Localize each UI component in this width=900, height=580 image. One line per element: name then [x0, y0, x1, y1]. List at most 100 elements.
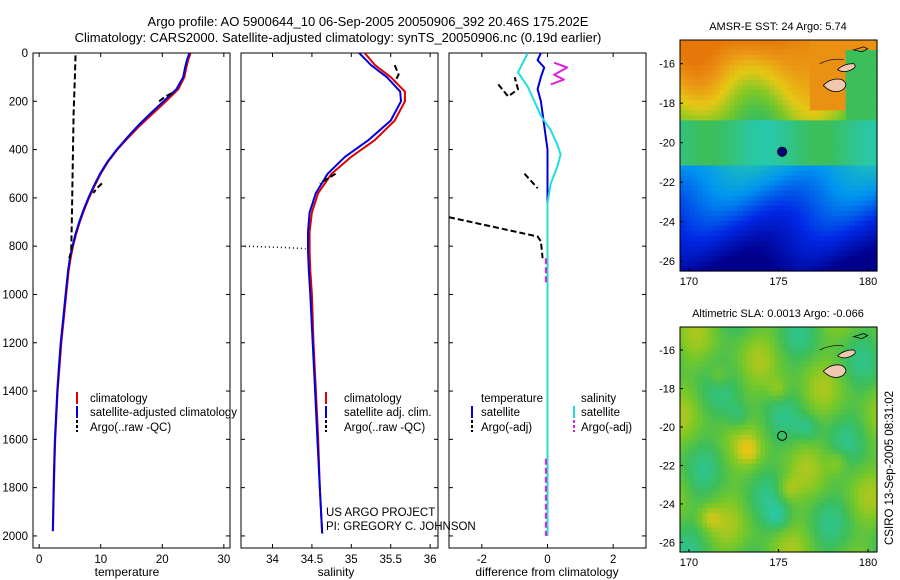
map-cell	[702, 468, 708, 475]
map-cell	[872, 512, 878, 519]
map-cell	[823, 230, 829, 237]
map-cell	[765, 105, 771, 111]
map-cell	[742, 75, 748, 81]
map-cell	[791, 115, 798, 121]
map-cell	[697, 468, 703, 475]
map-cell	[823, 380, 829, 387]
map-cell	[818, 410, 824, 416]
map-cell	[729, 331, 735, 338]
map-cell	[787, 468, 793, 475]
map-cell	[760, 493, 766, 499]
map-cell	[859, 444, 865, 450]
map-cell	[818, 80, 824, 86]
map-cell	[769, 85, 775, 91]
map-cell	[809, 150, 815, 157]
map-cell	[724, 439, 730, 445]
map-cell	[760, 449, 766, 455]
map-cell	[805, 468, 811, 475]
map-cell	[765, 180, 771, 187]
map-cell	[760, 351, 766, 357]
map-cell	[841, 478, 847, 485]
map-cell	[800, 463, 806, 470]
map-cell	[863, 40, 869, 46]
map-cell	[796, 434, 802, 441]
map-cell	[800, 434, 806, 441]
map-cell	[697, 327, 703, 333]
map-cell	[684, 488, 690, 494]
map-cell	[863, 493, 869, 499]
map-cell	[832, 205, 838, 212]
map-cell	[868, 250, 874, 257]
map-cell	[845, 50, 851, 56]
map-cell	[863, 488, 869, 494]
map-cell	[827, 439, 833, 445]
map-cell	[805, 341, 811, 348]
map-cell	[711, 170, 717, 177]
map-cell	[729, 245, 735, 252]
map-cell	[809, 410, 815, 416]
map-cell	[693, 341, 699, 348]
map-cell	[863, 375, 869, 382]
map-cell	[715, 444, 721, 450]
map-cell	[697, 488, 703, 494]
map-cell	[706, 527, 712, 534]
map-cell	[787, 449, 793, 455]
map-cell	[814, 444, 820, 450]
map-cell	[774, 215, 780, 222]
map-cell	[747, 356, 753, 362]
map-cell	[809, 55, 815, 61]
map-cell	[841, 473, 847, 480]
map-cell	[742, 517, 748, 524]
map-cell	[715, 361, 721, 367]
map-cell	[706, 346, 712, 353]
map-cell	[800, 405, 806, 411]
map-cell	[836, 250, 842, 257]
map-cell	[688, 371, 695, 377]
map-cell	[872, 439, 878, 445]
map-cell	[765, 45, 771, 51]
map-cell	[769, 240, 775, 247]
map-cell	[809, 115, 815, 121]
map-cell	[706, 468, 712, 475]
map-cell	[697, 400, 703, 406]
map-cell	[800, 190, 806, 197]
map-cell	[742, 434, 748, 441]
map-cell	[823, 429, 829, 436]
map-cell	[693, 105, 699, 111]
map-cell	[814, 240, 820, 247]
map-cell	[747, 390, 753, 397]
map-cell	[774, 95, 780, 101]
map-cell	[823, 100, 829, 106]
map-cell	[787, 240, 793, 247]
map-cell	[693, 346, 699, 353]
map-cell	[859, 95, 865, 101]
map-cell	[729, 434, 735, 441]
map-cell	[791, 424, 798, 431]
map-cell	[760, 65, 766, 71]
map-cell	[765, 120, 771, 126]
map-cell	[872, 70, 878, 76]
map-cell	[715, 371, 721, 377]
map-cell	[796, 468, 802, 475]
map-cell	[863, 220, 869, 227]
map-cell	[765, 503, 771, 509]
map-cell	[724, 537, 730, 543]
map-cell	[868, 327, 874, 333]
map-cell	[827, 415, 833, 421]
map-cell	[850, 55, 856, 61]
map-cell	[715, 517, 721, 524]
map-cell	[836, 390, 842, 397]
map-cell	[688, 405, 695, 411]
map-cell	[697, 439, 703, 445]
map-cell	[706, 90, 712, 96]
map-cell	[720, 547, 726, 553]
map-cell	[724, 45, 730, 51]
map-cell	[760, 95, 766, 101]
map-cell	[791, 185, 798, 192]
map-cell	[868, 522, 874, 529]
map-cell	[711, 210, 717, 217]
map-cell	[738, 225, 744, 232]
map-cell	[706, 120, 712, 126]
map-cell	[747, 160, 753, 167]
map-cell	[747, 125, 753, 131]
